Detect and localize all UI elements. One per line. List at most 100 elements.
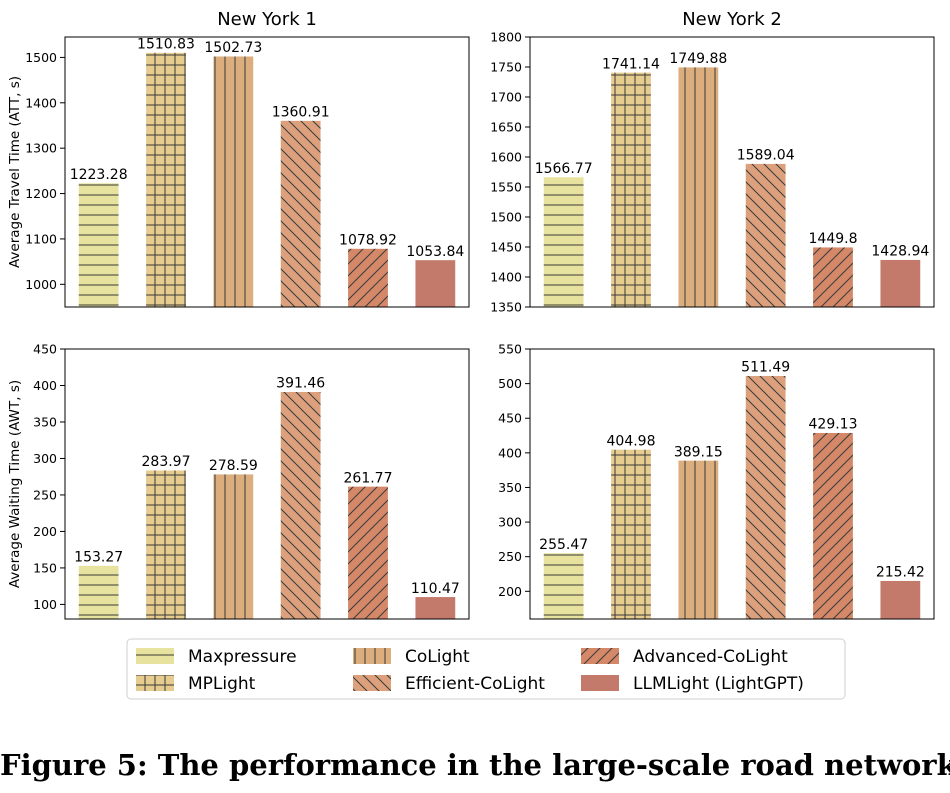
y-tick-label: 300 [33,451,57,466]
data-label-advanced-colight: 429.13 [809,417,858,433]
y-tick-label: 300 [498,515,522,530]
y-tick-label: 1200 [25,186,57,201]
legend-swatch-advanced-colight [581,648,619,664]
y-tick-label: 400 [498,445,522,460]
legend: Maxpressure MPLight CoLight Efficient-CoLig… [126,638,846,700]
bar-maxpressure [543,176,585,308]
subplot-ny1-awt: 153.27 283.97 278.59 391.46 261.77 110.47 100 1… [7,342,470,620]
y-tick-label: 1100 [25,231,57,246]
data-label-mplight: 1741.14 [602,56,660,72]
data-label-maxpressure: 153.27 [74,550,123,566]
y-tick-label: 350 [498,480,522,495]
data-label-mplight: 283.97 [142,454,191,470]
subplot-ny2-awt: 255.47 404.98 389.15 511.49 429.13 215.42 200 2… [498,342,935,620]
y-tick-label: 1500 [490,210,522,225]
y-tick-label: 1000 [25,277,57,292]
legend-label-maxpressure: Maxpressure [188,647,297,667]
legend-frame [126,638,846,700]
data-label-advanced-colight: 1449.8 [809,231,858,247]
figure-caption: Figure 5: The performance in the large-s… [0,748,950,782]
bar-mplight [610,72,652,308]
data-label-colight: 1749.88 [669,51,727,67]
bar-advanced-colight [812,246,854,308]
bar-advanced-colight [812,432,854,620]
axes-frame [529,36,935,308]
legend-label-colight: CoLight [405,647,470,667]
data-label-colight: 1502.73 [204,40,262,56]
legend-label-efficient-colight: Efficient-CoLight [405,674,545,694]
y-axis-label: Average Waiting Time (AWT, s) [7,380,23,588]
data-label-efficient-colight: 1589.04 [737,148,795,164]
data-label-efficient-colight: 511.49 [741,360,790,376]
bar-llmlight-lightgpt [414,259,456,308]
y-tick-label: 1400 [490,270,522,285]
data-label-colight: 389.15 [674,444,723,460]
data-label-mplight: 404.98 [607,433,656,449]
data-label-maxpressure: 1223.28 [70,167,128,183]
y-tick-label: 1550 [490,180,522,195]
data-label-llmlight-lightgpt: 215.42 [876,565,925,581]
subplot-title: New York 2 [682,9,782,30]
y-tick-label: 1700 [490,90,522,105]
axes-frame [64,36,470,308]
bar-colight [677,66,719,308]
y-tick-label: 100 [33,597,57,612]
bar-llmlight-lightgpt [879,580,921,620]
bar-mplight [145,469,187,620]
y-tick-label: 200 [498,584,522,599]
y-tick-label: 250 [498,549,522,564]
bar-mplight [145,52,187,308]
data-label-colight: 278.59 [209,458,258,474]
bar-efficient-colight [280,120,322,308]
y-tick-label: 1350 [490,300,522,315]
y-tick-label: 1300 [25,141,57,156]
y-tick-label: 1400 [25,95,57,110]
bar-mplight [610,449,652,620]
data-label-efficient-colight: 391.46 [276,376,325,392]
bar-efficient-colight [280,391,322,620]
bar-advanced-colight [347,248,389,308]
bar-advanced-colight [347,486,389,620]
axes-frame [64,348,470,620]
y-tick-label: 550 [498,342,522,357]
y-tick-label: 450 [498,411,522,426]
legend-swatch-mplight [136,675,174,691]
bar-colight [677,460,719,620]
y-tick-label: 450 [33,342,57,357]
subplot-ny2-att: 1566.77 1741.14 1749.88 1589.04 1449.8 1428.9… [490,9,935,315]
y-tick-label: 1500 [25,50,57,65]
y-tick-label: 400 [33,378,57,393]
y-tick-label: 1650 [490,120,522,135]
bar-llmlight-lightgpt [414,596,456,620]
bar-maxpressure [543,552,585,620]
y-axis-label: Average Travel Time (ATT, s) [7,76,23,268]
bar-maxpressure [78,182,120,308]
bar-maxpressure [78,565,120,620]
bar-efficient-colight [745,375,787,620]
bar-llmlight-lightgpt [879,259,921,308]
legend-swatch-colight [353,648,391,664]
y-tick-label: 1750 [490,60,522,75]
data-label-maxpressure: 255.47 [539,537,588,553]
data-label-maxpressure: 1566.77 [535,161,593,177]
y-tick-label: 150 [33,560,57,575]
legend-swatch-maxpressure [136,648,174,664]
y-tick-label: 500 [498,376,522,391]
y-tick-label: 350 [33,414,57,429]
data-label-llmlight-lightgpt: 1428.94 [871,244,929,260]
data-label-advanced-colight: 261.77 [344,470,393,486]
data-label-efficient-colight: 1360.91 [272,105,330,121]
bar-colight [212,473,254,620]
bar-colight [212,55,254,308]
data-label-mplight: 1510.83 [137,37,195,53]
legend-label-advanced-colight: Advanced-CoLight [633,647,788,667]
y-tick-label: 1600 [490,150,522,165]
subplot-ny1-att: 1223.28 1510.83 1502.73 1360.91 1078.92 1053.… [7,9,470,308]
data-label-llmlight-lightgpt: 1053.84 [406,244,464,260]
legend-swatch-efficient-colight [353,675,391,691]
y-tick-label: 200 [33,524,57,539]
legend-label-mplight: MPLight [188,674,256,694]
subplot-title: New York 1 [217,9,317,30]
data-label-llmlight-lightgpt: 110.47 [411,581,460,597]
